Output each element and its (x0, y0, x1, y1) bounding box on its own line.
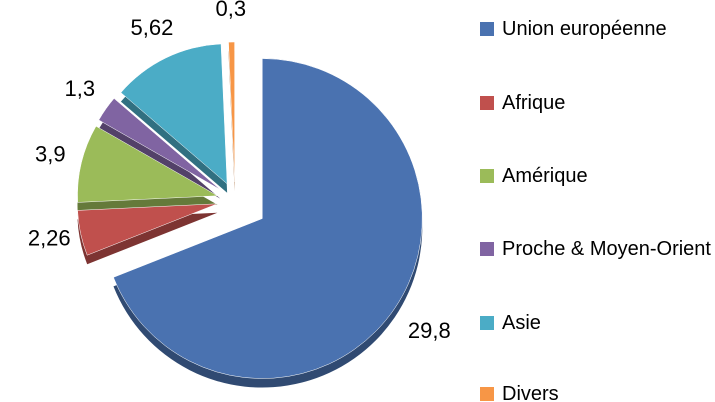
slice (228, 41, 235, 183)
pie-area: 29,8 2,26 3,9 1,3 5,62 0,3 (28, 0, 451, 388)
legend-swatch (480, 96, 494, 110)
data-label: 29,8 (408, 318, 451, 343)
legend-label: Union européenne (502, 18, 667, 40)
legend-swatch (480, 169, 494, 183)
legend-item: Proche & Moyen-Orient (478, 236, 713, 262)
slice (113, 58, 423, 379)
data-label: 1,3 (64, 76, 95, 101)
data-label: 0,3 (216, 0, 247, 21)
legend-swatch (480, 242, 494, 256)
slice (98, 98, 221, 190)
legend-swatch (480, 387, 494, 401)
data-label: 3,9 (35, 141, 66, 166)
legend-swatch (480, 22, 494, 36)
slice (77, 125, 219, 203)
slice (77, 203, 218, 256)
data-label: 5,62 (131, 15, 174, 40)
legend-item: Asie (478, 310, 713, 336)
legend-item: Afrique (478, 90, 713, 116)
legend-label: Amérique (502, 165, 588, 187)
legend-label: Afrique (502, 92, 566, 114)
slice (120, 43, 228, 185)
legend-label: Asie (502, 312, 541, 334)
legend-swatch (480, 316, 494, 330)
legend-label: Proche & Moyen-Orient (502, 238, 711, 260)
legend-item: Union européenne (478, 16, 713, 42)
legend-label: Divers (502, 383, 559, 402)
legend-item: Amérique (478, 163, 713, 189)
legend-item: Divers (478, 381, 713, 402)
data-label: 2,26 (28, 226, 71, 251)
